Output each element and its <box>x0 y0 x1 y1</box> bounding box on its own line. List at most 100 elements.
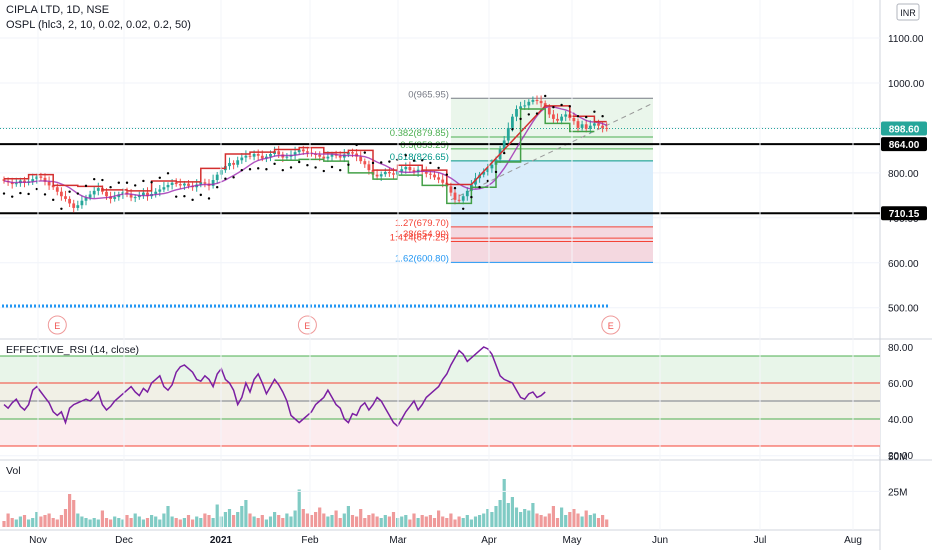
sar-dot <box>183 195 186 198</box>
volume-bar <box>285 513 289 527</box>
volume-bar <box>457 516 461 527</box>
candle-body <box>47 181 51 186</box>
candle-body <box>174 182 178 185</box>
candle-body <box>88 194 92 198</box>
volume-bar <box>211 518 215 527</box>
candle-body <box>248 155 252 157</box>
time-tick-label: Jun <box>652 535 668 546</box>
sar-dot <box>125 181 129 184</box>
candle-body <box>318 154 322 157</box>
volume-bar <box>2 521 6 527</box>
sar-dot <box>380 161 383 164</box>
sar-dot <box>207 197 211 200</box>
candle-body <box>326 156 330 159</box>
rsi-tick-label: 60.00 <box>888 379 913 390</box>
candle-body <box>322 156 326 159</box>
volume-bar <box>572 509 576 527</box>
candle-body <box>113 197 117 199</box>
candle-body <box>465 190 469 197</box>
sar-dot <box>486 179 489 183</box>
candle-body <box>64 196 67 199</box>
price-tag-label: 898.60 <box>889 125 920 136</box>
volume-bar <box>367 515 371 527</box>
sar-dot <box>503 151 506 155</box>
volume-bar <box>100 510 104 527</box>
candle-body <box>523 105 527 107</box>
volume-bar <box>539 515 543 527</box>
sar-dot <box>585 115 588 119</box>
sar-dot <box>27 192 30 196</box>
earnings-marker <box>47 315 67 335</box>
fib-level-label: 0(965.95) <box>408 89 449 100</box>
candle-body <box>187 183 190 186</box>
volume-bar <box>141 519 145 527</box>
sar-dot <box>224 177 227 180</box>
volume-bar <box>150 515 154 527</box>
sar-dot <box>511 128 514 131</box>
candle-body <box>211 180 215 186</box>
sar-dot <box>240 168 243 172</box>
sar-dot <box>519 117 522 121</box>
rsi-zone-upper <box>0 356 880 383</box>
candle-body <box>461 196 465 201</box>
candle-body <box>511 116 514 128</box>
candle-body <box>506 127 510 141</box>
fib-level-label: 1.62(600.80) <box>395 253 449 264</box>
rsi-pane-label: EFFECTIVE_RSI (14, close) <box>6 344 139 356</box>
candle-body <box>404 167 408 170</box>
rsi-tick-label: 40.00 <box>888 415 913 426</box>
sar-dot <box>576 115 580 118</box>
volume-bar <box>244 500 248 527</box>
price-tag <box>881 206 927 221</box>
candle-body <box>84 197 88 201</box>
candle-body <box>379 174 383 177</box>
currency-label: INR <box>900 8 916 18</box>
candle-body <box>453 192 457 200</box>
volume-bar <box>453 519 457 527</box>
candle-body <box>76 205 80 208</box>
volume-bar <box>342 513 346 527</box>
price-tick-label: 500.00 <box>888 304 919 315</box>
time-tick-label: Aug <box>844 535 862 546</box>
volume-bar <box>314 512 318 527</box>
fib-level-label: 1.38(654.90) <box>395 229 449 240</box>
volume-bar <box>490 512 494 527</box>
sar-dot <box>43 193 47 196</box>
volume-bar <box>428 515 432 527</box>
volume-bar <box>27 519 31 527</box>
candle-body <box>486 168 490 172</box>
candle-body <box>580 124 584 128</box>
volume-bar <box>547 513 551 527</box>
sar-dot <box>527 113 530 116</box>
candle-body <box>2 179 6 181</box>
volume-bar <box>301 509 305 527</box>
sar-dot <box>347 163 350 166</box>
volume-bar <box>473 516 478 527</box>
volume-bar <box>359 509 363 527</box>
candle-body <box>215 174 219 181</box>
volume-bar <box>273 512 277 527</box>
volume-bar <box>227 509 232 527</box>
sar-dot <box>535 112 539 115</box>
volume-bar <box>334 510 338 527</box>
volume-bar <box>137 516 141 527</box>
candle-body <box>55 187 59 192</box>
price-tick-label: 1100.00 <box>888 34 924 45</box>
earnings-marker-label: E <box>54 321 60 331</box>
volume-bar <box>18 516 22 527</box>
volume-bar <box>39 516 43 527</box>
sar-dot <box>158 176 161 179</box>
candle-body <box>593 123 596 126</box>
volume-bar <box>35 512 39 527</box>
candle-body <box>297 149 301 153</box>
volume-bar <box>59 515 63 527</box>
sar-dot <box>2 192 6 195</box>
sar-dot <box>478 186 481 189</box>
sar-dot <box>84 184 88 188</box>
candle-body <box>117 194 121 198</box>
volume-bar <box>560 507 564 527</box>
volume-bar <box>63 509 68 527</box>
